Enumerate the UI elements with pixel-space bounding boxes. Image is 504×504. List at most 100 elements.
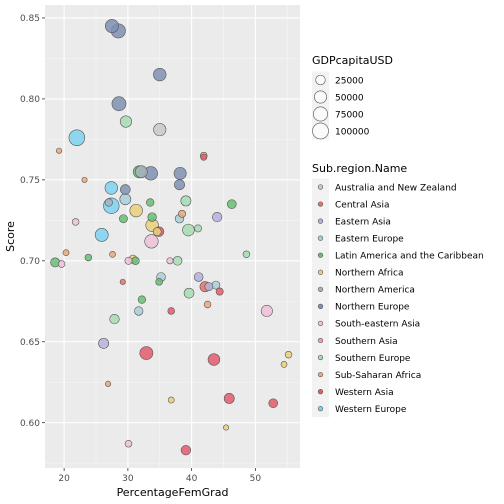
data-point xyxy=(180,195,192,207)
data-point xyxy=(81,176,88,183)
data-point xyxy=(178,209,186,218)
data-point xyxy=(212,211,223,223)
data-point xyxy=(84,253,93,262)
size-legend: GDPcapitaUSD 25000 50000 75000 100000 xyxy=(312,54,393,140)
x-tick-label: 50 xyxy=(250,474,262,484)
data-point xyxy=(204,282,214,292)
color-legend-label: Northern Africa xyxy=(335,269,403,279)
data-point xyxy=(153,123,167,137)
data-point xyxy=(174,179,185,191)
data-point xyxy=(105,380,112,387)
size-legend-label: 75000 xyxy=(335,110,364,120)
x-tick-label: 40 xyxy=(186,474,198,484)
size-legend-label: 50000 xyxy=(335,93,364,103)
color-legend-label: Western Asia xyxy=(335,388,394,398)
data-point xyxy=(104,19,119,33)
x-tick-label: 30 xyxy=(122,474,134,484)
data-point xyxy=(284,350,293,359)
color-legend-symbol xyxy=(317,201,324,207)
data-point xyxy=(180,445,191,456)
data-point xyxy=(215,287,224,296)
data-point xyxy=(124,440,133,448)
data-point xyxy=(166,257,174,265)
color-legend-symbol xyxy=(317,320,324,327)
x-axis: 20 30 40 50 xyxy=(58,468,261,484)
color-legend-symbol xyxy=(317,235,324,241)
data-point xyxy=(207,353,221,366)
data-point xyxy=(109,250,116,258)
color-legend: Sub.region.Name Australia and New Zealan… xyxy=(312,162,484,418)
size-legend-label: 100000 xyxy=(335,127,370,137)
data-point xyxy=(223,424,230,431)
color-legend-label: Eastern Europe xyxy=(335,234,404,244)
color-legend-symbol xyxy=(317,406,324,412)
data-point xyxy=(193,272,204,282)
y-tick-label: 0.85 xyxy=(20,14,40,24)
color-legend-label: Sub-Saharan Africa xyxy=(335,371,421,381)
color-legend-label: South-eastern Asia xyxy=(335,320,420,330)
color-legend-symbol xyxy=(317,354,324,361)
y-tick-label: 0.70 xyxy=(20,257,40,267)
size-legend-symbol xyxy=(314,90,327,104)
color-legend-label: Southern Europe xyxy=(335,354,411,364)
size-legend-symbol xyxy=(315,74,326,86)
data-point xyxy=(280,361,288,368)
size-legend-label: 25000 xyxy=(335,76,364,86)
data-point xyxy=(119,115,133,128)
y-tick-label: 0.75 xyxy=(20,176,40,186)
color-legend-symbol xyxy=(317,337,324,344)
y-axis-title: Score xyxy=(4,221,17,252)
data-point xyxy=(242,250,251,259)
data-point xyxy=(152,227,162,237)
minor-gridlines xyxy=(45,5,300,468)
data-point xyxy=(104,181,118,195)
x-tick-label: 20 xyxy=(58,474,70,484)
color-legend-symbol xyxy=(317,371,324,378)
color-legend-symbol xyxy=(317,286,324,292)
color-legend-label: Australia and New Zealand xyxy=(335,183,457,193)
data-point xyxy=(182,223,195,237)
color-legend-symbol xyxy=(317,269,324,275)
size-legend-symbol xyxy=(313,106,328,122)
data-point xyxy=(203,300,212,309)
plot-panel xyxy=(45,5,300,468)
data-point xyxy=(94,228,109,242)
data-point xyxy=(57,260,66,268)
data-point xyxy=(183,287,195,299)
data-point xyxy=(119,193,132,206)
data-point xyxy=(268,398,278,409)
data-point xyxy=(172,256,183,266)
data-point xyxy=(137,295,147,304)
size-legend-symbol xyxy=(312,122,329,140)
data-point xyxy=(134,306,144,316)
color-legend-symbol xyxy=(317,303,324,309)
data-point xyxy=(71,218,80,226)
data-point xyxy=(144,234,159,249)
y-tick-label: 0.60 xyxy=(20,419,40,429)
data-point xyxy=(147,212,157,222)
data-point xyxy=(167,307,175,315)
color-legend-symbol xyxy=(317,184,324,190)
data-point xyxy=(62,249,70,257)
data-point xyxy=(104,198,113,207)
data-point xyxy=(139,346,154,360)
data-point xyxy=(194,224,202,233)
color-legend-title: Sub.region.Name xyxy=(312,162,407,175)
color-legend-symbol xyxy=(317,218,324,224)
data-point xyxy=(260,305,273,317)
color-legend-label: Eastern Asia xyxy=(335,217,391,227)
y-axis: 0.60 0.65 0.70 0.75 0.80 0.85 xyxy=(20,14,45,429)
y-tick-label: 0.80 xyxy=(20,95,40,105)
color-legend-label: Latin America and the Caribbean xyxy=(335,252,484,262)
data-point xyxy=(56,147,63,154)
data-point xyxy=(124,256,133,265)
data-points xyxy=(50,19,293,456)
data-point xyxy=(68,129,86,146)
data-point xyxy=(119,278,126,285)
data-point xyxy=(129,203,143,218)
data-point xyxy=(200,153,208,161)
data-point xyxy=(155,278,163,286)
data-point xyxy=(109,313,120,325)
data-point xyxy=(223,392,235,404)
